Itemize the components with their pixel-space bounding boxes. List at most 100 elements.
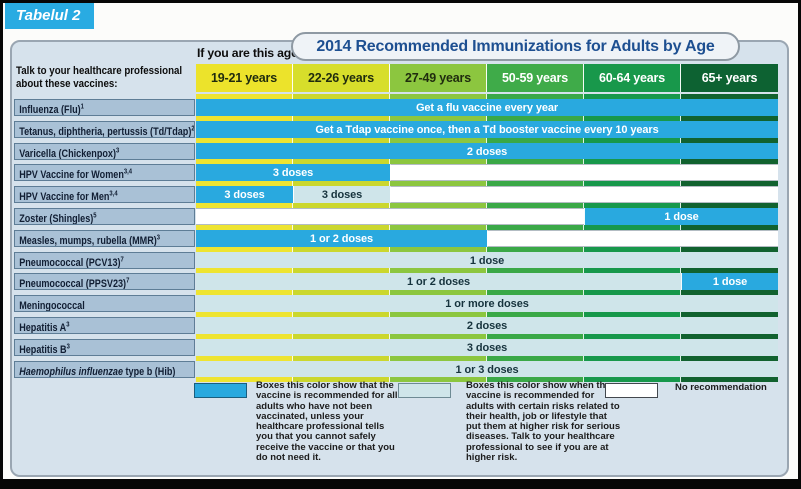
strip-segment [390,181,487,186]
strip-segment [584,356,681,361]
vaccine-row-bars: 1 dose [196,208,778,225]
vaccine-label-text: Influenza (Flu)1 [19,103,84,116]
row-separator-strip [196,290,778,295]
strip-segment [390,268,487,273]
strip-segment [584,312,681,317]
vaccine-label: Hepatitis B3 [14,339,195,356]
vaccine-label: HPV Vaccine for Men3,4 [14,186,195,203]
strip-segment [487,334,584,339]
vaccine-label-text: Hepatitis B3 [19,343,70,356]
strip-segment [196,356,293,361]
strip-segment [196,225,293,230]
strip-segment [487,312,584,317]
row-separator-strip [196,247,778,252]
dose-bar-risk: 1 dose [196,252,778,269]
row-separator-strip [196,181,778,186]
dose-bar-none [196,208,584,225]
row-separator-strip [196,268,778,273]
vaccine-label-text: Meningococcal [19,300,85,312]
vaccine-row-bars: Get a flu vaccine every year [196,99,778,116]
strip-segment [196,159,293,164]
row-separator-strip [196,356,778,361]
strip-segment [584,159,681,164]
dose-bar-recommended: 1 dose [681,273,778,290]
legend-swatch-recommended [194,383,247,398]
age-header-cell: 60-64 years [584,64,681,92]
vaccine-label-text: Tetanus, diphtheria, pertussis (Td/Tdap)… [19,125,195,138]
strip-segment [487,116,584,121]
strip-segment [293,94,390,99]
strip-segment [390,356,487,361]
strip-segment [293,138,390,143]
strip-segment [681,203,778,208]
vaccine-label-text: Hepatitis A3 [19,321,70,334]
strip-segment [487,290,584,295]
vaccine-label-text: Haemophilus influenzae type b (Hib) [19,366,176,378]
strip-segment [584,247,681,252]
row-separator-strip [196,138,778,143]
strip-segment [390,225,487,230]
strip-segment [196,94,293,99]
dose-bar-none [487,230,778,247]
strip-segment [584,181,681,186]
strip-segment [487,377,584,382]
strip-segment [487,159,584,164]
row-separator-strip [196,225,778,230]
strip-segment [293,268,390,273]
strip-segment [681,334,778,339]
vaccine-label: Meningococcal [14,295,195,312]
age-header-cell: 19-21 years [196,64,293,92]
table-caption-label: Tabelul 2 [16,7,81,24]
strip-segment [293,312,390,317]
strip-segment [584,377,681,382]
strip-segment [390,247,487,252]
strip-segment [487,181,584,186]
strip-segment [487,268,584,273]
vaccine-label: Haemophilus influenzae type b (Hib) [14,361,195,378]
strip-segment [293,247,390,252]
vaccine-label: Hepatitis A3 [14,317,195,334]
strip-segment [196,247,293,252]
strip-segment [681,138,778,143]
strip-segment [390,334,487,339]
vaccine-label: HPV Vaccine for Women3,4 [14,164,195,181]
strip-segment [390,159,487,164]
strip-segment [487,138,584,143]
strip-segment [584,225,681,230]
strip-segment [293,181,390,186]
strip-segment [681,356,778,361]
row-separator-strip [196,94,778,99]
strip-segment [487,225,584,230]
vaccine-label-text: HPV Vaccine for Women3,4 [19,168,133,181]
strip-segment [487,356,584,361]
row-separator-strip [196,377,778,382]
strip-segment [196,203,293,208]
strip-segment [584,290,681,295]
chart-title: 2014 Recommended Immunizations for Adult… [291,32,740,61]
vaccine-row-bars: 3 doses [196,339,778,356]
strip-segment [196,181,293,186]
vaccine-row-bars: 1 or more doses [196,295,778,312]
age-prompt-label: If you are this age, [197,46,301,60]
chart-title-text: 2014 Recommended Immunizations for Adult… [316,38,715,55]
dose-bar-recommended: Get a Tdap vaccine once, then a Td boost… [196,121,778,138]
vaccine-label: Varicella (Chickenpox)3 [14,143,195,160]
strip-segment [584,94,681,99]
dose-bar-risk: 2 doses [196,317,778,334]
dose-bar-recommended: Get a flu vaccine every year [196,99,778,116]
vaccine-label: Pneumococcal (PCV13)7 [14,252,195,269]
legend-swatch-none [605,383,658,398]
vaccine-row-bars: 3 doses 3 doses [196,186,778,203]
strip-segment [293,334,390,339]
vaccine-label-text: Zoster (Shingles)5 [19,212,97,225]
strip-segment [196,138,293,143]
dose-bar-risk: 1 or 2 doses [196,273,681,290]
age-header-row: 19-21 years 22-26 years 27-49 years 50-59 y… [196,64,778,92]
vaccine-row-bars: Get a Tdap vaccine once, then a Td boost… [196,121,778,138]
vaccine-row-bars: 2 doses [196,317,778,334]
age-header-cell: 22-26 years [293,64,390,92]
vaccine-label: Zoster (Shingles)5 [14,208,195,225]
vaccine-row-bars: 2 doses [196,143,778,160]
talk-to-professional-label: Talk to your healthcare professional abo… [16,65,183,90]
strip-segment [681,268,778,273]
